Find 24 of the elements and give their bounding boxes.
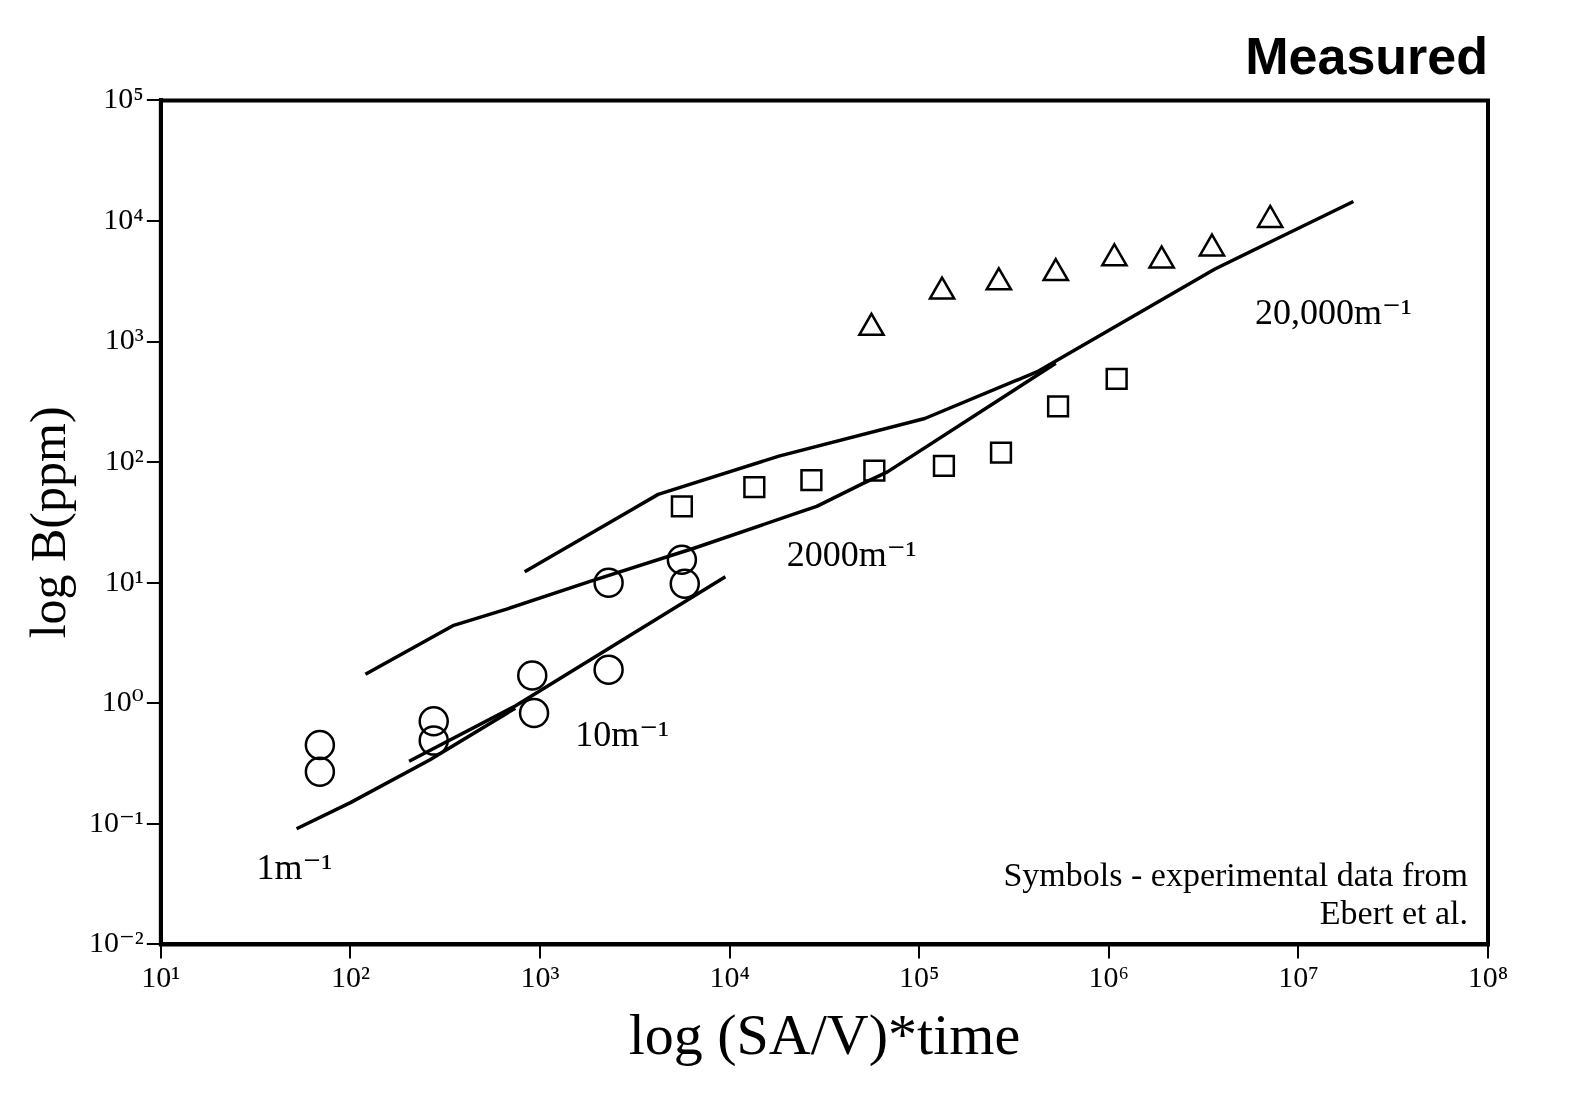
x-tick-label: 10⁸ [1467, 960, 1509, 994]
y-tick-label: 10³ [104, 322, 144, 356]
series-label: 10m⁻¹ [575, 713, 670, 754]
series-label: 20,000m⁻¹ [1254, 291, 1412, 332]
chart-title: Measured [1245, 26, 1488, 85]
x-tick-label: 10⁴ [709, 960, 750, 994]
y-tick-label: 10⁵ [103, 81, 144, 115]
y-axis-title: log B(ppm) [20, 406, 77, 639]
y-tick-label: 10⁻¹ [88, 804, 144, 838]
x-axis-title: log (SA/V)*time [628, 1002, 1021, 1068]
y-tick-label: 10⁻² [88, 925, 144, 959]
x-tick-label: 10⁷ [1278, 960, 1319, 994]
series-label: 1m⁻¹ [256, 846, 333, 887]
series-label: 2000m⁻¹ [786, 534, 917, 575]
y-tick-label: 10¹ [104, 563, 144, 597]
y-tick-label: 10⁰ [101, 684, 144, 718]
x-tick-label: 10³ [520, 960, 560, 994]
y-tick-label: 10² [104, 442, 144, 476]
y-tick-label: 10⁴ [103, 201, 144, 235]
annotation: Symbols - experimental data from Ebert et al. [1003, 856, 1468, 932]
x-tick-label: 10² [330, 960, 370, 994]
x-tick-label: 10¹ [141, 960, 181, 994]
x-tick-label: 10⁶ [1088, 960, 1130, 994]
x-tick-label: 10⁵ [898, 960, 940, 994]
